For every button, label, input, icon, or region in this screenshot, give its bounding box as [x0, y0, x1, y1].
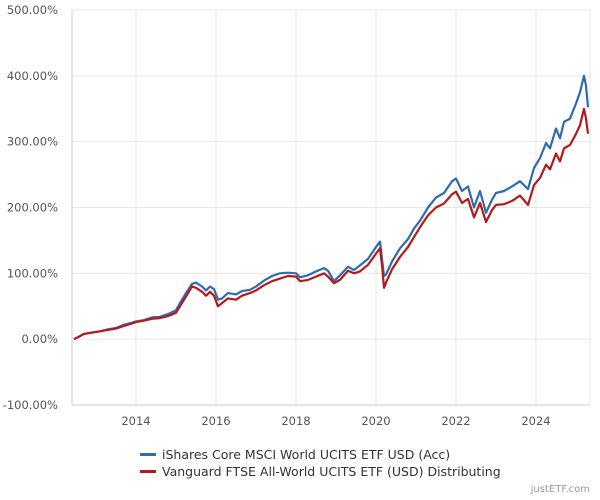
legend-swatch-ishares	[140, 453, 156, 456]
legend-label-vanguard: Vanguard FTSE All-World UCITS ETF (USD) …	[162, 464, 501, 479]
axes: -100.00% 0.00% 100.00% 200.00% 300.00% 400.00…	[3, 3, 591, 428]
y-tick-label: 400.00%	[7, 69, 58, 83]
y-tick-label: -100.00%	[3, 398, 58, 412]
y-tick-label: 300.00%	[7, 135, 58, 149]
legend-item-ishares[interactable]: iShares Core MSCI World UCITS ETF USD (A…	[140, 446, 501, 463]
series-line-ishares[interactable]	[73, 74, 590, 341]
legend-label-ishares: iShares Core MSCI World UCITS ETF USD (A…	[162, 447, 451, 462]
watermark: justETF.com	[530, 484, 590, 495]
legend: iShares Core MSCI World UCITS ETF USD (A…	[140, 446, 501, 480]
legend-item-vanguard[interactable]: Vanguard FTSE All-World UCITS ETF (USD) …	[140, 463, 501, 480]
y-tick-label: 500.00%	[7, 3, 58, 17]
legend-swatch-vanguard	[140, 470, 156, 473]
x-tick-label: 2014	[121, 414, 150, 428]
x-tick-label: 2018	[281, 414, 310, 428]
y-tick-label: 200.00%	[7, 201, 58, 215]
grid-lines	[72, 9, 590, 406]
x-tick-label: 2024	[521, 414, 550, 428]
series-line-vanguard[interactable]	[73, 107, 590, 341]
x-tick-label: 2020	[361, 414, 390, 428]
y-tick-label: 100.00%	[7, 266, 58, 280]
x-tick-label: 2016	[201, 414, 230, 428]
series-lines	[73, 74, 590, 341]
y-tick-label: 0.00%	[21, 332, 58, 346]
x-tick-label: 2022	[441, 414, 470, 428]
